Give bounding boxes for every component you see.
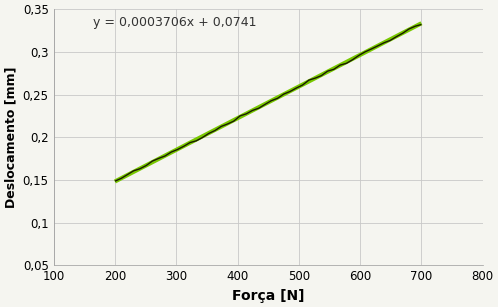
Y-axis label: Deslocamento [mm]: Deslocamento [mm]: [4, 67, 17, 208]
Text: y = 0,0003706x + 0,0741: y = 0,0003706x + 0,0741: [94, 16, 257, 29]
X-axis label: Força [N]: Força [N]: [232, 289, 304, 303]
